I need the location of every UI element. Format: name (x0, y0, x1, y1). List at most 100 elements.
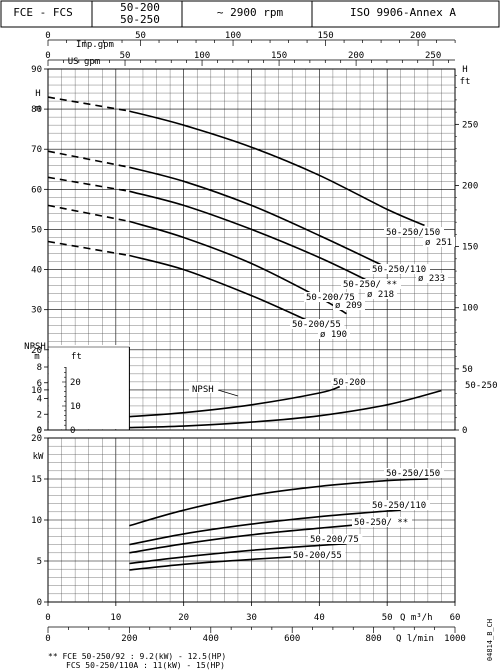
kw-axis-tick-label: 5 (37, 557, 42, 567)
diameter-label-bg (318, 329, 350, 339)
h-axis-tick-label: 10 (31, 386, 42, 396)
q-m3h-tick-label: 40 (314, 613, 325, 623)
npsh-title-bg (189, 382, 219, 393)
power-curve-label: 50-250/150 (386, 469, 440, 479)
power-label-bg (370, 500, 430, 510)
kw-axis-tick-label: 15 (31, 475, 42, 485)
ft-axis-tick-label: 250 (462, 120, 478, 130)
power-curve-label: 50-250/110 (372, 501, 426, 511)
impeller-diameter-label: ø 233 (418, 274, 445, 284)
ft-axis-unit: ft (460, 77, 471, 87)
imp-gpm-tick-label: 150 (317, 31, 333, 41)
npsh-ft-tick-label: 0 (70, 426, 75, 436)
drawing-code: 04814_B_CH (486, 619, 494, 661)
head-curve-label: 50-250/150 (386, 228, 440, 238)
head-curve-50-250- (129, 190, 374, 285)
diameter-label-bg (333, 300, 365, 310)
imp-gpm-label: Imp.gpm (76, 40, 114, 50)
impeller-diameter-label: ø 209 (335, 301, 362, 311)
us-gpm-tick-label: 100 (194, 51, 210, 61)
us-gpm-tick-label: 250 (425, 51, 441, 61)
npsh-curve-label: 50-200 (333, 378, 366, 388)
npsh-label-bg (463, 378, 497, 389)
head-curve-50-250-150 (129, 110, 425, 227)
power-label-bg (308, 534, 363, 544)
q-lmin-tick-label: 400 (203, 634, 219, 644)
us-gpm-tick-label: 200 (348, 51, 364, 61)
q-m3h-tick-label: 0 (45, 613, 50, 623)
h-axis-tick-label: 80 (31, 105, 42, 115)
h-axis-tick-label: 60 (31, 185, 42, 195)
npsh-m-tick-label: 4 (37, 395, 42, 405)
header-frame (0, 0, 500, 28)
diameter-label-bg (416, 273, 448, 283)
imp-gpm-tick-label: 200 (410, 31, 426, 41)
head-curve-label: 50-200/55 (292, 320, 341, 330)
head-curve-label: 50-250/ ** (343, 280, 397, 290)
head-curve-extension (47, 240, 130, 257)
header-model-1: 50-200 (120, 1, 160, 14)
npsh-inset-bg (49, 345, 130, 429)
npsh-curve-label: 50-250 (465, 381, 498, 391)
q-lmin-tick-label: 200 (121, 634, 137, 644)
power-curve-label: 50-200/75 (310, 535, 359, 545)
head-curve-50-200-55 (129, 254, 307, 321)
q-m3h-tick-label: 50 (382, 613, 393, 623)
h-axis-tick-label: 70 (31, 145, 42, 155)
ft-axis-tick-label: 50 (462, 365, 473, 375)
header-standard: ISO 9906-Annex A (350, 6, 456, 19)
h-axis-tick-label: 0 (37, 426, 42, 436)
ft-axis-label: H (462, 65, 467, 75)
q-m3h-label-bg (398, 611, 442, 622)
q-m3h-tick-label: 20 (178, 613, 189, 623)
impeller-diameter-label: ø 218 (367, 290, 394, 300)
header-series: FCE - FCS (13, 6, 73, 19)
power-curve-label: 50-250/ ** (354, 518, 408, 528)
q-lmin-label: Q l/min (396, 634, 434, 644)
npsh-title: NPSH (192, 385, 214, 395)
us-gpm-tick-label: 50 (120, 51, 131, 61)
head-curve-extension (47, 150, 130, 169)
header-speed: ~ 2900 rpm (216, 6, 284, 19)
power-curve-label: 50-200/55 (293, 551, 342, 561)
kw-axis-label: kW (33, 452, 44, 462)
head-curve-label: 50-250/110 (372, 265, 426, 275)
header-model-2: 50-250 (120, 13, 160, 26)
power-curve-50-200-55 (129, 555, 306, 571)
power-curve-50-250-110 (129, 509, 401, 546)
impeller-diameter-label: ø 190 (320, 330, 347, 340)
imp-gpm-tick-label: 50 (135, 31, 146, 41)
npsh-m-tick-label: 2 (37, 410, 42, 420)
kw-axis-tick-label: 20 (31, 434, 42, 444)
h-axis-unit: m (35, 104, 40, 114)
h-axis-tick-label: 30 (31, 306, 42, 316)
power-curve-50-200-75 (129, 543, 347, 565)
power-curve-50-250-150 (129, 478, 428, 527)
ft-axis-tick-label: 150 (462, 243, 478, 253)
npsh-m-tick-label: 8 (37, 363, 42, 373)
q-m3h-label: Q m³/h (400, 613, 433, 623)
head-curve-label: 50-200/75 (306, 293, 355, 303)
h-axis-label: H (35, 89, 40, 99)
npsh-axis-unit: m (34, 352, 39, 362)
npsh-m-tick-label: 0 (37, 426, 42, 436)
us-gpm-tick-label: 0 (45, 51, 50, 61)
power-label-bg (384, 468, 444, 478)
q-lmin-tick-label: 800 (365, 634, 381, 644)
npsh-curve-50-250 (129, 389, 442, 429)
head-label-bg (304, 292, 359, 302)
power-label-bg (352, 517, 412, 527)
power-label-bg (291, 550, 346, 560)
footer-note-1: ** FCE 50-250/92 : 9.2(kW) - 12.5(HP) (48, 652, 226, 661)
ft-axis-tick-label: 200 (462, 181, 478, 191)
header-bar: FCE - FCS 50-200 50-250 ~ 2900 rpm ISO 9… (0, 0, 500, 28)
head-curve-extension (47, 176, 130, 193)
imp-gpm-tick-label: 100 (225, 31, 241, 41)
us-gpm-tick-label: 150 (271, 51, 287, 61)
head-curve-extension (47, 204, 130, 223)
impeller-diameter-label: ø 251 (425, 238, 452, 248)
npsh-axis-label: NPSH (24, 342, 46, 352)
head-label-bg (370, 264, 430, 274)
npsh-label-bg (331, 375, 365, 386)
